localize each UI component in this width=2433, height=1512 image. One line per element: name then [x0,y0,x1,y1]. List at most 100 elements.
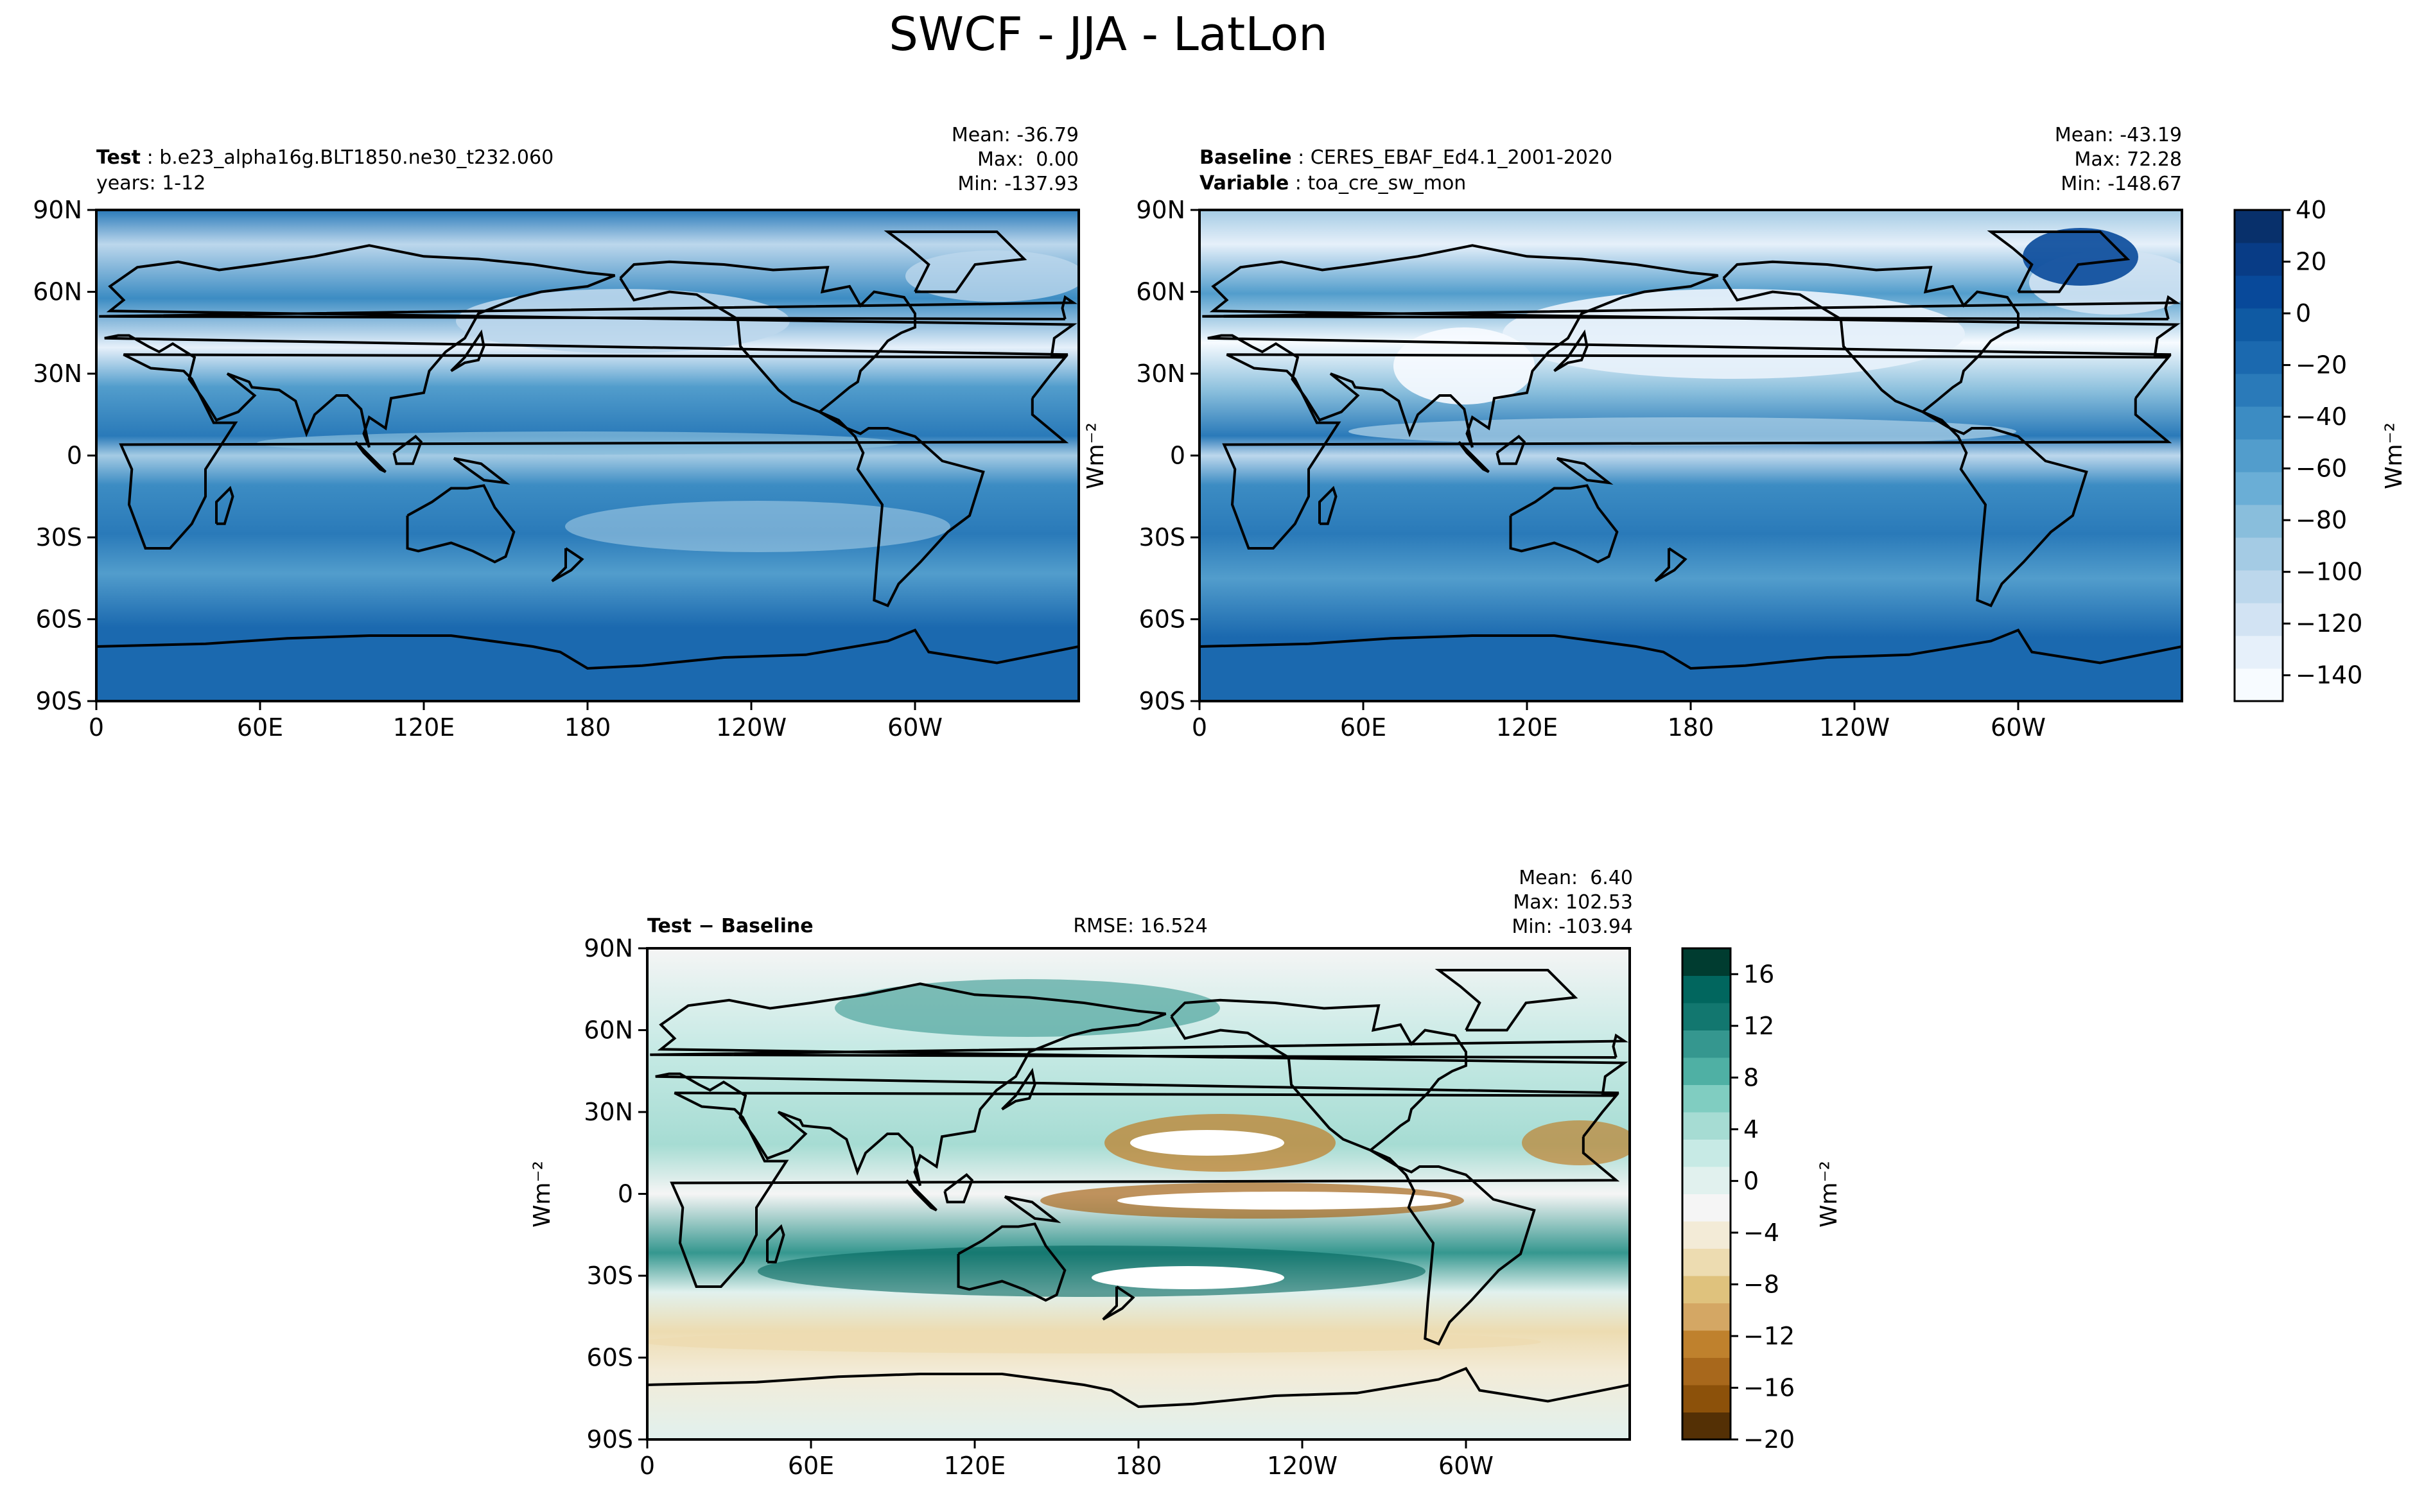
y-tick-label: 90S [587,1425,633,1454]
colorbar-swatch [2235,668,2283,702]
coastline [1654,547,1687,582]
colorbar-tick-label: 0 [2296,299,2311,327]
test-label-bold: Test [96,146,141,169]
coastline [1496,435,1526,465]
diff-npac-white [1130,1130,1284,1156]
diff-natl-neg [1522,1120,1630,1165]
colorbar-swatch [2235,308,2283,342]
x-tick-label: 120E [944,1452,1006,1480]
baseline-map [1199,210,2182,701]
coastline [655,982,1628,1186]
baseline-variable-sep: : [1289,172,1307,195]
x-tick-label: 0 [640,1452,655,1480]
coastline [1102,1285,1135,1321]
baseline-coastlines [1199,230,2182,670]
coastline [650,1033,1628,1059]
test-y-axis: 90N 60N 30N 0 30S 60S 90S [33,196,96,715]
x-tick-label: 60W [887,713,943,742]
coastline [453,456,510,485]
coastline [1435,969,1578,1032]
test-label-sep: : [141,146,159,169]
coastline [104,244,1077,448]
colorbar-tick-label: −120 [2296,609,2362,638]
baseline-stat-mean: Mean: -43.19 [2055,124,2182,146]
test-label-value: b.e23_alpha16g.BLT1850.ne30_t232.060 [159,146,554,169]
x-tick-label: 180 [564,713,611,742]
coastline [1987,230,2131,293]
coastline [1553,329,1589,372]
diff-map [647,948,1630,1439]
colorbar-tick-label: −8 [1743,1270,1779,1298]
baseline-greenland [2023,228,2138,286]
diff-coastlines [647,969,1630,1409]
colorbar-tick-label: −12 [1743,1322,1795,1350]
colorbar-swatch [1682,1248,1731,1276]
coastline [406,484,516,564]
test-years: years: 1-12 [96,172,205,195]
colorbar-swatch [1682,1303,1731,1331]
colorbar-tick-label: 12 [1743,1012,1774,1040]
test-label: Test : b.e23_alpha16g.BLT1850.ne30_t232.… [96,146,554,169]
diff-stat-min: Min: -103.94 [1512,916,1633,938]
baseline-label-value: CERES_EBAF_Ed4.1_2001-2020 [1311,146,1612,169]
colorbar-swatch [1682,1139,1731,1167]
test-natl-cloud [905,250,1079,302]
coastline [1004,1195,1061,1223]
coastline [619,260,916,413]
diff-npac-band [835,979,1220,1037]
diff-stat-max: Max: 102.53 [1513,891,1633,914]
colorbar-swatch [2235,570,2283,604]
y-tick-label: 90N [1136,196,1185,224]
colorbar-swatch [1682,1003,1731,1030]
x-tick-label: 120E [393,713,455,742]
colorbar-swatch [2235,505,2283,538]
colorbar-swatch [2235,603,2283,636]
y-tick-label: 0 [618,1180,633,1208]
colorbar-tick-label: 20 [2296,248,2326,276]
diff-colorbar: 16 12 8 4 0 −4 −8 −12 −16 −20 [1681,947,1795,1454]
diff-units-label: Wm⁻² [529,1161,555,1228]
x-tick-label: 180 [1115,1452,1162,1480]
colorbar-tick-label: −140 [2296,661,2362,690]
y-tick-label: 90N [584,934,633,962]
x-tick-label: 60E [1340,713,1386,742]
colorbar-tick-label: 8 [1743,1063,1759,1091]
colorbar-frame [2233,209,2284,702]
coastline [647,1367,1630,1409]
x-tick-label: 60E [237,713,283,742]
colorbar-swatch [1682,1385,1731,1412]
x-tick-label: 120W [1267,1452,1338,1480]
y-tick-label: 30S [36,523,82,552]
diff-eqpac-white [1117,1192,1451,1210]
baseline-variable-bold: Variable [1199,172,1289,195]
baseline-asia-monsoon [1393,327,1535,404]
coastline [1458,440,1490,473]
x-tick-label: 180 [1668,713,1714,742]
colorbar-tick-label: −100 [2296,558,2362,586]
test-stat-max: Max: 0.00 [977,148,1079,171]
colorbar-swatch [1682,975,1731,1004]
colorbar-swatch [1682,1330,1731,1358]
y-tick-label: 0 [1170,442,1185,470]
colorbar-swatch [1682,1276,1731,1303]
baseline-stat-min: Min: -148.67 [2061,173,2182,195]
baseline-label-bold: Baseline [1199,146,1292,169]
coastline [1207,244,2181,448]
coastline [354,440,387,473]
coastline [670,1091,1620,1288]
x-tick-label: 0 [1192,713,1207,742]
colorbar-swatch [1682,1357,1731,1386]
coastline [450,329,485,372]
colorbar-swatch [1682,1112,1731,1140]
coastline [957,1222,1067,1302]
colorbar-tick-label: −40 [2296,403,2347,431]
diff-spac-white [1092,1266,1284,1289]
baseline-variable-value: toa_cre_sw_mon [1307,172,1466,195]
colorbar-swatch [2235,374,2283,407]
colorbar-swatch [2235,472,2283,505]
colorbar-swatch [2235,275,2283,309]
coastline [1318,485,1338,525]
x-tick-label: 120E [1496,713,1558,742]
coastline [943,1173,974,1204]
